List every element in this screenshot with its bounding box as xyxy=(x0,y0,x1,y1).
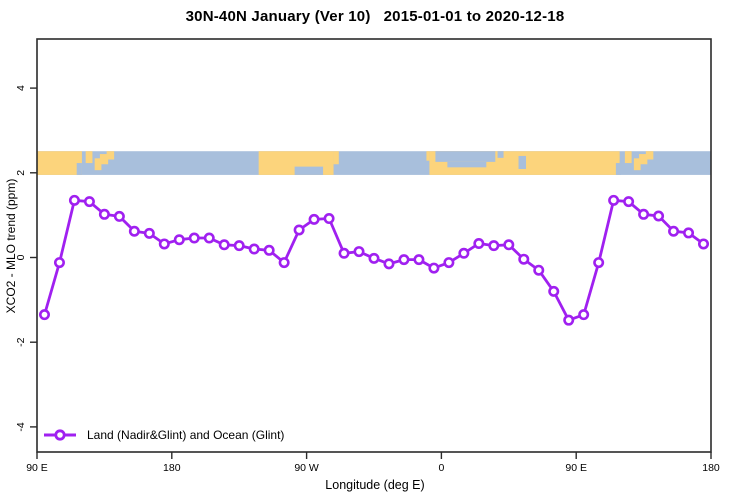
legend-marker-icon xyxy=(44,429,76,441)
data-point xyxy=(518,253,530,265)
x-tick-label: 180 xyxy=(702,462,720,474)
data-point xyxy=(53,257,65,269)
data-point xyxy=(293,224,305,236)
data-point xyxy=(593,257,605,269)
map-band-sea-segment xyxy=(497,151,504,158)
map-band-land-segment xyxy=(639,154,648,165)
x-tick-label: 90 E xyxy=(26,462,48,474)
map-band-land-segment xyxy=(94,158,102,171)
data-point xyxy=(503,239,515,251)
data-point xyxy=(68,194,80,206)
map-band-land-segment xyxy=(37,151,82,175)
map-band-land-segment xyxy=(624,151,632,164)
data-point xyxy=(413,254,425,266)
data-point xyxy=(263,244,275,256)
data-point xyxy=(143,227,155,239)
data-point xyxy=(563,314,575,326)
data-point xyxy=(338,247,350,259)
x-tick-label: 90 E xyxy=(565,462,587,474)
data-point xyxy=(578,309,590,321)
data-point xyxy=(398,254,410,266)
map-band-land-segment xyxy=(106,151,115,160)
map-band-sea-segment xyxy=(615,163,622,175)
data-point xyxy=(158,238,170,250)
map-band-sea-segment xyxy=(294,166,324,175)
data-point xyxy=(308,213,320,225)
data-point xyxy=(83,196,95,208)
map-band-sea-segment xyxy=(76,163,82,175)
data-point xyxy=(638,208,650,220)
data-point xyxy=(698,238,710,250)
data-point xyxy=(458,247,470,259)
data-point xyxy=(323,213,335,225)
data-point xyxy=(533,264,545,276)
data-point xyxy=(278,257,290,269)
data-point xyxy=(383,258,395,270)
data-point xyxy=(188,232,200,244)
map-band-sea-segment xyxy=(447,161,487,168)
map-band-sea-segment xyxy=(518,155,527,169)
map-band-land-segment xyxy=(85,151,93,164)
data-point xyxy=(623,196,635,208)
legend-label: Land (Nadir&Glint) and Ocean (Glint) xyxy=(87,428,285,442)
plot-border xyxy=(36,38,712,453)
y-tick-label: -4 xyxy=(15,422,27,431)
data-point xyxy=(548,285,560,297)
data-point xyxy=(443,257,455,269)
legend: Land (Nadir&Glint) and Ocean (Glint) xyxy=(42,428,284,442)
data-point xyxy=(608,194,620,206)
data-point xyxy=(218,239,230,251)
x-tick-label: 180 xyxy=(163,462,181,474)
map-band-land-segment xyxy=(426,151,430,161)
y-axis-label: XCO2 - MLO trend (ppm) xyxy=(4,178,18,314)
x-tick-label: 0 xyxy=(438,462,444,474)
data-point xyxy=(38,309,50,321)
data-point xyxy=(173,234,185,246)
map-band-land-segment xyxy=(333,151,339,165)
y-tick-label: -2 xyxy=(15,337,27,346)
data-point xyxy=(683,227,695,239)
data-point xyxy=(353,246,365,258)
data-point xyxy=(488,240,500,252)
x-axis-label: Longitude (deg E) xyxy=(325,478,425,492)
data-point xyxy=(668,225,680,237)
map-band-sea-segment xyxy=(435,151,496,162)
data-point xyxy=(128,225,140,237)
map-band-land-segment xyxy=(645,151,654,160)
map-band-land-segment xyxy=(633,158,641,171)
y-tick-label: 2 xyxy=(15,170,27,176)
data-point xyxy=(203,232,215,244)
chart-title: 30N-40N January (Ver 10) 2015-01-01 to 2… xyxy=(185,8,565,25)
data-point xyxy=(98,208,110,220)
data-point xyxy=(233,240,245,252)
data-point xyxy=(113,210,125,222)
data-point xyxy=(653,210,665,222)
y-tick-label: 0 xyxy=(15,254,27,260)
map-band-land-segment xyxy=(99,154,109,165)
y-tick-label: 4 xyxy=(15,85,27,91)
data-point xyxy=(248,243,260,255)
x-tick-label: 90 W xyxy=(294,462,319,474)
data-point xyxy=(473,238,485,250)
data-point xyxy=(428,262,440,274)
data-point xyxy=(368,252,380,264)
